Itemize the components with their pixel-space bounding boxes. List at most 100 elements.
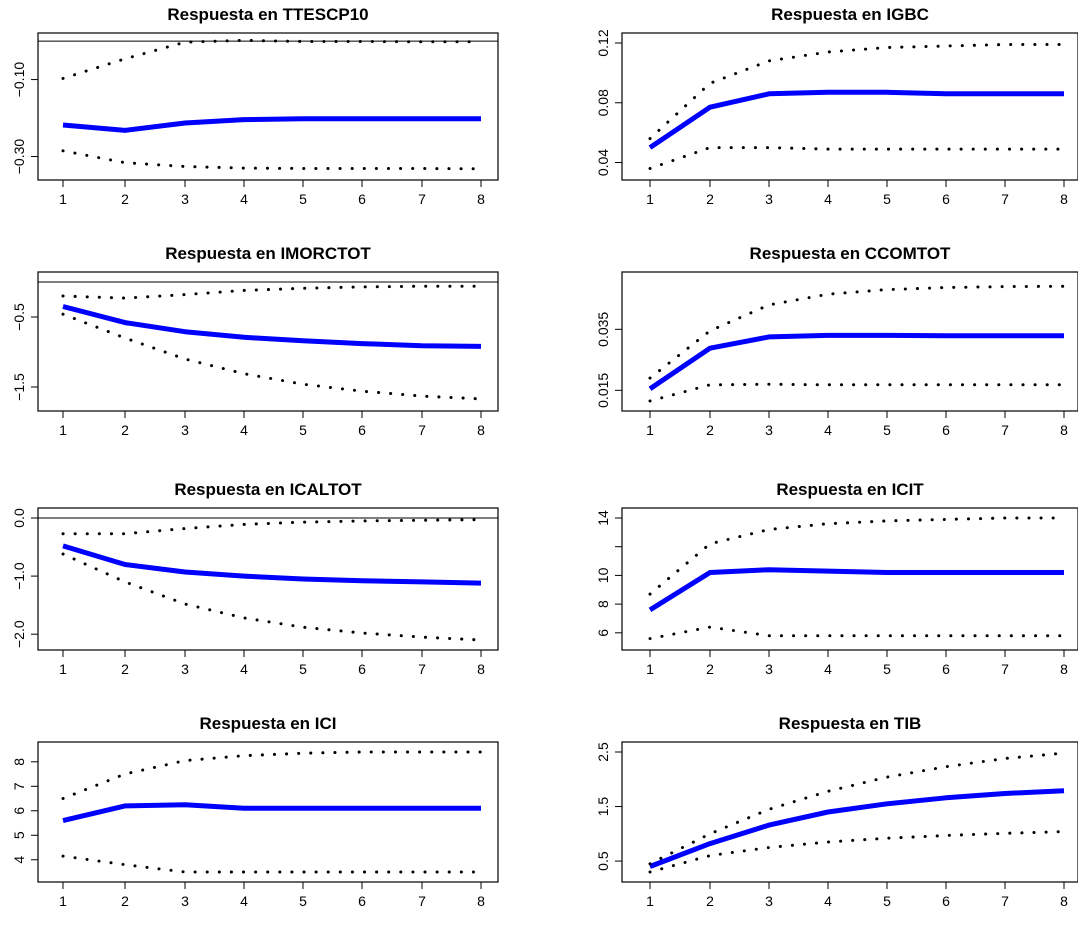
x-tick-label: 2 (121, 191, 129, 207)
x-tick-label: 1 (59, 893, 67, 909)
x-tick-label: 1 (59, 661, 67, 677)
x-tick-label: 8 (1060, 661, 1068, 677)
y-tick-label: 5 (11, 831, 27, 839)
x-tick-label: 4 (824, 422, 832, 438)
plot-frame (37, 271, 499, 412)
x-tick-label: 8 (477, 893, 485, 909)
upper-band-line (61, 518, 483, 536)
x-tick-label: 8 (477, 191, 485, 207)
x-tick-label: 5 (299, 661, 307, 677)
y-tick-label: −1.5 (11, 373, 27, 401)
x-tick-label: 3 (765, 893, 773, 909)
y-tick-label: 4 (11, 856, 27, 864)
x-tick-label: 3 (181, 191, 189, 207)
plot-frame (37, 32, 499, 181)
y-tick-label: 0.0 (11, 508, 27, 528)
x-tick-label: 5 (883, 661, 891, 677)
upper-band-line (648, 751, 1066, 866)
x-tick-label: 1 (646, 893, 654, 909)
x-tick-label: 4 (240, 661, 248, 677)
x-tick-label: 4 (240, 893, 248, 909)
x-tick-label: 5 (883, 893, 891, 909)
panel-title: Respuesta en IGBC (771, 5, 929, 24)
x-tick-label: 1 (646, 191, 654, 207)
x-tick-label: 2 (706, 422, 714, 438)
y-tick-label: 7 (11, 782, 27, 790)
x-tick-label: 8 (477, 661, 485, 677)
panel-title: Respuesta en ICALTOT (174, 480, 362, 499)
upper-band-line (61, 750, 483, 800)
lower-band-line (61, 312, 483, 401)
x-tick-label: 1 (646, 422, 654, 438)
response-line (62, 543, 482, 586)
lower-band-line (648, 625, 1066, 641)
x-tick-label: 5 (299, 191, 307, 207)
panel-title: Respuesta en TTESCP10 (167, 5, 368, 24)
y-tick-label: −1.0 (11, 562, 27, 590)
x-tick-label: 7 (1001, 422, 1009, 438)
panel-title: Respuesta en IMORCTOT (165, 244, 371, 263)
plot-frame (621, 741, 1078, 883)
x-tick-label: 6 (358, 422, 366, 438)
response-line (649, 788, 1065, 869)
x-tick-label: 1 (59, 191, 67, 207)
x-tick-label: 7 (418, 191, 426, 207)
y-tick-label: 0.12 (595, 29, 611, 56)
response-line (648, 332, 1064, 391)
panel-title: Respuesta en TIB (779, 714, 922, 733)
x-tick-label: 7 (418, 893, 426, 909)
response-line (62, 802, 481, 824)
panel-3: Respuesta en IMORCTOT 1 2 3 4 5 6 7 8 −1.5 −0.5 (11, 244, 499, 438)
x-tick-label: 2 (706, 661, 714, 677)
y-tick-label: 8 (11, 758, 27, 766)
lower-band-line (648, 382, 1066, 403)
plot-frame (621, 271, 1078, 412)
x-tick-label: 4 (240, 422, 248, 438)
panel-1: Respuesta en TTESCP10 1 2 3 4 5 6 7 8 −0.30 −0.10 (11, 5, 499, 207)
x-tick-label: 8 (477, 422, 485, 438)
panel-2: Respuesta en IGBC 1 2 3 4 5 6 7 8 0.04 0.08 0.12 (595, 5, 1078, 207)
y-tick-label: −2.0 (11, 620, 27, 648)
x-tick-label: 2 (706, 893, 714, 909)
response-line (62, 304, 482, 349)
x-tick-label: 3 (181, 661, 189, 677)
y-tick-label: 0.035 (595, 312, 611, 347)
x-tick-label: 4 (824, 893, 832, 909)
panel-title: Respuesta en ICI (200, 714, 337, 733)
panel-8: Respuesta en TIB 1 2 3 4 5 6 7 8 0.5 1.5 2.5 (595, 714, 1078, 909)
panel-7: Respuesta en ICI 1 2 3 4 5 6 7 8 4 5 6 7 8 (11, 714, 499, 909)
y-tick-label: 2.5 (595, 742, 611, 762)
y-tick-label: 0.5 (595, 851, 611, 871)
y-tick-label: −0.10 (11, 62, 27, 98)
x-tick-label: 3 (765, 661, 773, 677)
x-tick-label: 3 (765, 422, 773, 438)
x-tick-label: 7 (1001, 661, 1009, 677)
response-line (648, 567, 1064, 613)
y-tick-label: −0.5 (11, 303, 27, 331)
x-tick-label: 6 (358, 893, 366, 909)
plot-frame (621, 32, 1078, 181)
panel-title: Respuesta en ICIT (776, 480, 924, 499)
y-tick-label: 6 (11, 807, 27, 815)
x-tick-label: 8 (1060, 191, 1068, 207)
panel-6: Respuesta en ICIT 1 2 3 4 5 6 7 8 6 8 10 14 (595, 480, 1078, 677)
x-tick-label: 7 (418, 422, 426, 438)
upper-band-line (61, 284, 483, 300)
x-tick-label: 6 (358, 661, 366, 677)
x-tick-label: 2 (121, 422, 129, 438)
upper-band-line (648, 516, 1066, 596)
x-tick-label: 7 (1001, 191, 1009, 207)
response-line (62, 116, 481, 133)
y-tick-label: 14 (595, 510, 611, 526)
x-tick-label: 4 (824, 191, 832, 207)
x-tick-label: 5 (883, 422, 891, 438)
upper-band-line (61, 38, 483, 80)
x-tick-label: 6 (942, 893, 950, 909)
y-tick-label: 6 (595, 629, 611, 637)
x-tick-label: 5 (299, 422, 307, 438)
y-tick-label: −0.30 (11, 139, 27, 175)
x-tick-label: 6 (942, 191, 950, 207)
x-tick-label: 1 (59, 422, 67, 438)
x-tick-label: 6 (942, 661, 950, 677)
y-tick-label: 10 (595, 567, 611, 583)
